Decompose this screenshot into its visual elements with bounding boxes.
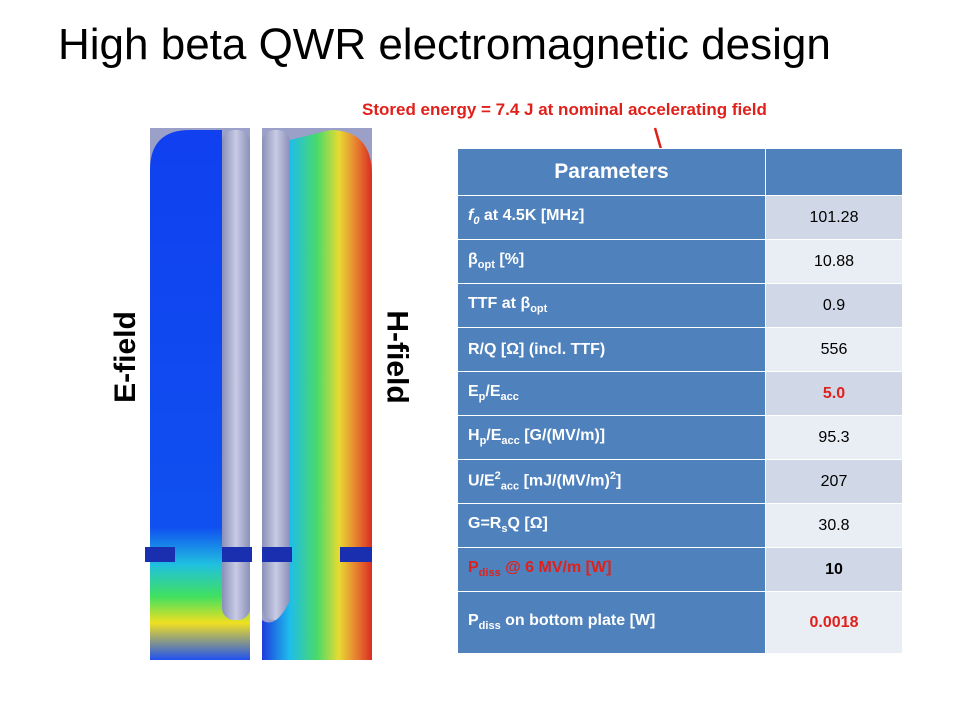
label-part: [G/(MV/m)] [519,427,606,445]
label-part: opt [530,303,548,316]
h-field-label: H-field [380,310,414,404]
parameter-table: Parameters f0 at 4.5K [MHz] 101.28 βopt [%… [457,148,903,654]
label-part: p [479,435,487,448]
parameter-value: 207 [765,459,903,504]
label-part: /E [485,383,501,401]
label-part: H [468,427,480,445]
e-field-map [150,130,250,660]
label-part: R/Q [Ω] (incl. TTF) [468,340,606,358]
table-row: Pdiss on bottom plate [W] 0.0018 [457,591,903,654]
label-part: acc [501,435,520,448]
label-part: U/E [468,472,495,490]
parameter-value: 5.0 [765,371,903,416]
port [145,547,175,562]
parameter-label: Ep/Eacc [457,371,766,416]
port [222,547,252,562]
label-part: ] [615,472,622,490]
table-row: U/E2acc [mJ/(MV/m)2] 207 [457,459,903,504]
parameter-label: Pdiss on bottom plate [W] [457,591,766,654]
label-part: 2 [494,470,501,483]
label-part: /E [486,427,502,445]
label-part: E [468,383,479,401]
parameter-label: TTF at βopt [457,283,766,328]
table-row: G=RsQ [Ω] 30.8 [457,503,903,548]
label-part: diss [478,620,501,633]
port [340,547,372,562]
header-cell [765,148,903,196]
label-part: β [468,251,478,269]
annotation: Stored energy = 7.4 J at nominal acceler… [362,100,767,119]
e-field-label: E-field [108,311,142,403]
label-part: opt [477,259,495,272]
table-row: Pdiss @ 6 MV/m [W] 10 [457,547,903,592]
parameter-value: 556 [765,327,903,372]
label-part: acc [500,391,519,404]
table-row: f0 at 4.5K [MHz] 101.28 [457,195,903,240]
parameter-label: R/Q [Ω] (incl. TTF) [457,327,766,372]
table-row: R/Q [Ω] (incl. TTF) 556 [457,327,903,372]
parameter-label: f0 at 4.5K [MHz] [457,195,766,240]
label-part: @ 6 MV/m [W] [500,559,612,577]
parameter-value: 101.28 [765,195,903,240]
table-row: Ep/Eacc 5.0 [457,371,903,416]
h-rod [262,130,290,620]
label-part: diss [478,567,501,580]
parameter-label: Hp/Eacc [G/(MV/m)] [457,415,766,460]
label-part: Q [Ω] [507,515,548,533]
port [262,547,292,562]
label-part: TTF at β [468,295,531,313]
label-part: f [468,207,474,225]
parameter-value: 0.0018 [765,591,903,654]
label-part: P [468,612,479,630]
label-part: [%] [494,251,525,269]
label-part: P [468,559,479,577]
parameter-value: 10 [765,547,903,592]
parameter-value: 0.9 [765,283,903,328]
table-row: TTF at βopt 0.9 [457,283,903,328]
label-part: on bottom plate [W] [500,612,656,630]
parameter-value: 30.8 [765,503,903,548]
table-row: Hp/Eacc [G/(MV/m)] 95.3 [457,415,903,460]
label-part: s [501,523,508,536]
h-field-map [262,130,372,660]
parameter-label: βopt [%] [457,239,766,284]
e-rod [222,130,250,620]
label-part: 2 [609,470,616,483]
label-part: 0 [473,215,480,228]
parameter-value: 95.3 [765,415,903,460]
table-row: βopt [%] 10.88 [457,239,903,284]
parameter-label: Pdiss @ 6 MV/m [W] [457,547,766,592]
parameter-label: U/E2acc [mJ/(MV/m)2] [457,459,766,504]
label-part: p [478,391,486,404]
label-part: acc [500,480,520,493]
label-part: G=R [468,515,502,533]
label-part: at 4.5K [MHz] [479,207,585,225]
parameter-label: G=RsQ [Ω] [457,503,766,548]
label-part: [mJ/(MV/m) [519,472,610,490]
title: High beta QWR electromagnetic design [58,20,831,69]
header-cell: Parameters [457,148,766,196]
parameter-value: 10.88 [765,239,903,284]
